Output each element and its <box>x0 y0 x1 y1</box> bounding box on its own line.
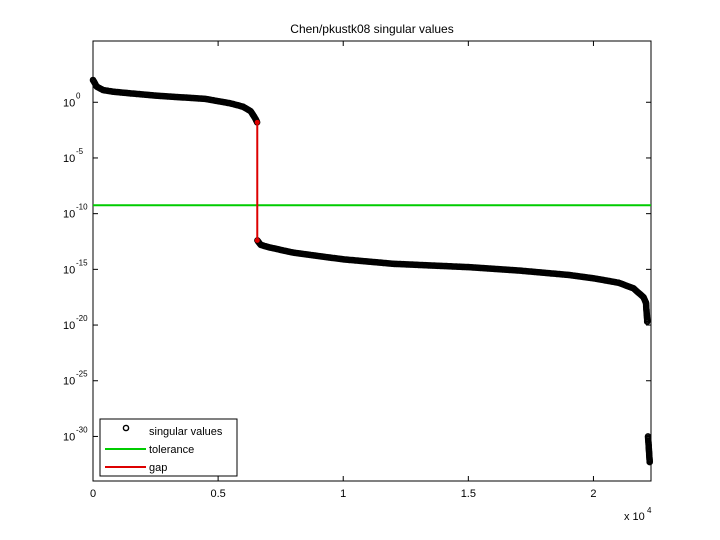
y-tick-exponent: -10 <box>76 203 88 212</box>
x-tick-label: 0 <box>90 488 96 500</box>
y-tick-exponent: 0 <box>76 91 81 100</box>
gap-endpoint-marker <box>254 119 260 125</box>
chart-title: Chen/pkustk08 singular values <box>290 22 453 36</box>
singular-value-marker <box>646 458 654 466</box>
plot-area-frame <box>92 40 652 482</box>
y-tick-label: 10 <box>63 376 75 388</box>
y-tick-exponent: -5 <box>76 147 84 156</box>
y-tick-exponent: -15 <box>76 258 88 267</box>
y-tick-exponent: -25 <box>76 370 88 379</box>
legend-label-singular-values: singular values <box>149 426 223 438</box>
x-axis-multiplier: x 10 <box>624 511 645 523</box>
x-tick-label: 2 <box>590 488 596 500</box>
legend-marker-singular-values <box>122 424 130 432</box>
legend: singular values tolerance gap <box>99 418 238 477</box>
y-tick-label: 10 <box>63 264 75 276</box>
x-axis-multiplier-exponent: 4 <box>647 506 652 515</box>
y-tick-exponent: -20 <box>76 314 88 323</box>
y-tick-label: 10 <box>63 431 75 443</box>
x-tick-label: 1.5 <box>461 488 476 500</box>
x-tick-label: 1 <box>340 488 346 500</box>
y-tick-label: 10 <box>63 320 75 332</box>
y-tick-label: 10 <box>63 153 75 165</box>
x-tick-label: 0.5 <box>210 488 225 500</box>
y-tick-label: 10 <box>63 97 75 109</box>
gap-endpoint-marker <box>254 237 260 243</box>
y-tick-exponent: -30 <box>76 425 88 434</box>
y-tick-label: 10 <box>63 209 75 221</box>
legend-label-tolerance: tolerance <box>149 444 194 456</box>
legend-label-gap: gap <box>149 462 167 474</box>
singular-value-marker <box>643 318 651 326</box>
data-layer <box>89 76 654 466</box>
axes: 0 0.5 1 1.5 2x 10410010-510-1010-1510-2010-2… <box>63 41 652 523</box>
